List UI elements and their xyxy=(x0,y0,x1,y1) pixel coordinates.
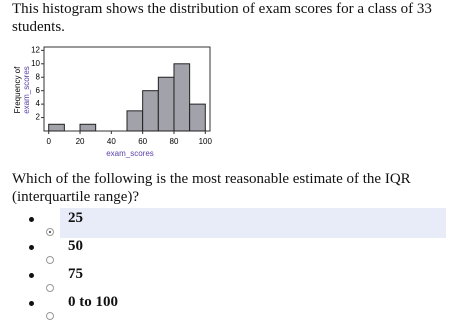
x-tick-label: 80 xyxy=(170,137,179,146)
y-tick-label: 2 xyxy=(36,113,41,122)
bar xyxy=(48,123,65,132)
option: 75 xyxy=(0,264,474,294)
option: 0 to 100 xyxy=(0,292,474,322)
radio-button[interactable] xyxy=(46,256,54,264)
bar xyxy=(157,76,175,132)
question-text: Which of the following is the most reaso… xyxy=(12,171,411,205)
y-tick-label: 6 xyxy=(36,86,41,95)
y-tick-label: 10 xyxy=(31,59,40,68)
y-tick-label: 12 xyxy=(31,45,40,54)
bar xyxy=(126,110,144,132)
option-label[interactable]: 50 xyxy=(68,238,83,254)
bullet xyxy=(29,217,34,222)
y-axis-label: exam_scores xyxy=(22,66,31,114)
option-label[interactable]: 75 xyxy=(68,266,83,282)
bar xyxy=(79,123,97,132)
bar xyxy=(189,103,206,132)
x-tick-label: 60 xyxy=(138,137,147,146)
histogram: exam_scores Frequency of exam_scores 2 4 6… xyxy=(13,45,213,158)
radio-button[interactable] xyxy=(46,284,54,292)
x-tick-label: 20 xyxy=(76,137,85,146)
bullet xyxy=(29,245,34,250)
y-tick-label: 8 xyxy=(36,72,41,81)
option-label[interactable]: 0 to 100 xyxy=(68,294,118,310)
option: 50 xyxy=(0,236,474,266)
bullet xyxy=(29,273,34,278)
x-tick-label: 40 xyxy=(107,137,116,146)
option-label[interactable]: 25 xyxy=(68,210,83,226)
y-tick-label: 4 xyxy=(36,99,41,108)
x-tick-label: 0 xyxy=(46,137,51,146)
x-tick-label: 100 xyxy=(199,137,213,146)
radio-button[interactable] xyxy=(46,228,54,236)
x-axis-label: exam_scores xyxy=(106,149,154,158)
y-axis-label: Frequency of xyxy=(13,66,22,113)
highlight xyxy=(60,208,446,238)
radio-button[interactable] xyxy=(46,312,54,320)
bar xyxy=(142,90,159,132)
intro-text: This histogram shows the distribution of… xyxy=(12,1,432,35)
bullet xyxy=(29,301,34,306)
option: 25 xyxy=(0,208,474,238)
bar xyxy=(173,63,191,132)
